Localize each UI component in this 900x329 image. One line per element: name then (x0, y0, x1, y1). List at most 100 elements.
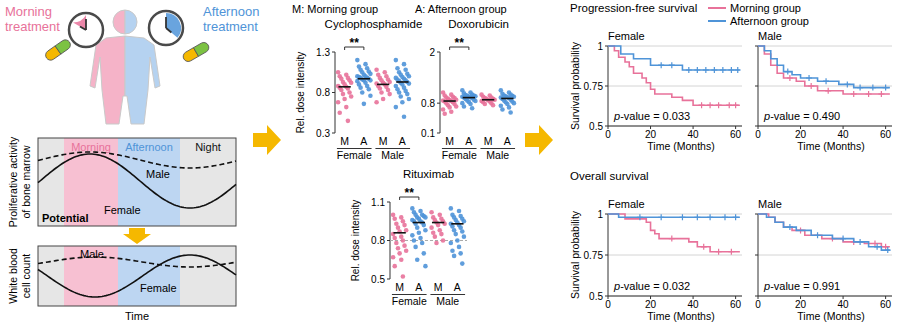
category-label: A (399, 135, 406, 147)
dot (468, 102, 473, 107)
period-label: Night (195, 141, 221, 153)
median (463, 97, 475, 99)
female-curve (38, 255, 236, 297)
dot (392, 216, 397, 221)
x-tick-label: 0 (755, 299, 761, 310)
dot (368, 72, 373, 77)
dot (403, 68, 408, 73)
dot (423, 228, 428, 233)
median (482, 99, 494, 101)
grid-line (758, 46, 892, 47)
survival-curve (758, 46, 890, 94)
censor-mark (701, 244, 707, 250)
title: Rituximab (403, 168, 454, 180)
dot (402, 115, 407, 120)
category-label: A (504, 135, 511, 147)
censor-mark (857, 85, 863, 91)
head-left (113, 10, 125, 34)
arrow (253, 125, 281, 155)
x-axis (608, 296, 742, 297)
censor-mark (866, 91, 872, 97)
dot (458, 251, 463, 256)
axis-label: Rel. dose intensity (350, 200, 361, 282)
female-curve (38, 154, 236, 208)
axis-label: Survival probability (569, 210, 581, 299)
treatment-label: Afternoon (203, 4, 259, 19)
dot (462, 219, 467, 224)
survival-curve (758, 214, 890, 247)
panel-frame (38, 246, 236, 306)
y-tick-label: 0.75 (584, 81, 604, 92)
dot (362, 102, 367, 107)
dot (421, 223, 426, 228)
grid-line (608, 46, 742, 47)
arrow (123, 228, 151, 244)
censor-mark (728, 67, 734, 73)
dot (404, 248, 409, 253)
grid-line (608, 296, 742, 297)
pill-half (55, 38, 72, 54)
x-tick-label: 0 (755, 129, 761, 140)
dot (404, 228, 409, 233)
category-label: M (379, 135, 388, 147)
x-axis (758, 126, 892, 127)
dot (405, 92, 410, 97)
dot (358, 85, 363, 90)
dot (418, 236, 423, 241)
dot (447, 105, 452, 110)
legend-label: Afternoon group (730, 15, 809, 27)
axis-label: of bone marrow (20, 145, 32, 218)
dot (399, 257, 404, 262)
dot (394, 105, 399, 110)
plot-area (758, 214, 891, 253)
period-label: Morning (71, 141, 111, 153)
axis-label: Time (Months) (797, 310, 864, 322)
dot (379, 90, 384, 95)
grid-line (608, 126, 742, 127)
title: Doxorubicin (448, 18, 509, 30)
median (338, 86, 350, 88)
p-value: p-value = 0.032 (613, 280, 690, 292)
dot (378, 86, 383, 91)
dot (449, 206, 454, 211)
censor-mark (707, 214, 713, 220)
body-left (90, 36, 125, 124)
censor-mark (733, 214, 739, 220)
dot (401, 274, 406, 279)
title: Cyclophosphamide (325, 18, 423, 30)
dot (344, 105, 349, 110)
x-tick-label: 20 (645, 299, 657, 310)
censor-mark (823, 78, 829, 84)
plot-area (390, 206, 467, 279)
clock-hand (166, 28, 171, 32)
grid-line (758, 255, 892, 256)
category-label: M (434, 281, 443, 293)
y-axis (758, 214, 759, 296)
y-tick (387, 202, 390, 203)
censor-mark (851, 91, 857, 97)
grid-line (608, 86, 742, 87)
survival-curve (608, 46, 740, 105)
figure: MorningtreatmentAfternoontreatmentMornin… (0, 0, 900, 329)
x-tick-label: 40 (688, 129, 700, 140)
dot (337, 110, 342, 115)
dot (423, 215, 428, 220)
axis-label: Rel. dose intensity (295, 52, 306, 134)
dot (455, 238, 460, 243)
dot (429, 225, 434, 230)
dot (460, 261, 465, 266)
dot (368, 93, 373, 98)
dot (402, 243, 407, 248)
plot-area (608, 214, 740, 255)
x-tick-label: 20 (795, 299, 807, 310)
y-tick-label: 1 (597, 41, 603, 52)
dot (401, 238, 406, 243)
legend-swatch (708, 20, 726, 22)
clock-hand (85, 19, 87, 30)
dot (394, 241, 399, 246)
survival-curve (608, 46, 740, 70)
pill (44, 38, 73, 62)
x-tick-label: 40 (688, 299, 700, 310)
dot (460, 229, 465, 234)
dot (433, 234, 438, 239)
